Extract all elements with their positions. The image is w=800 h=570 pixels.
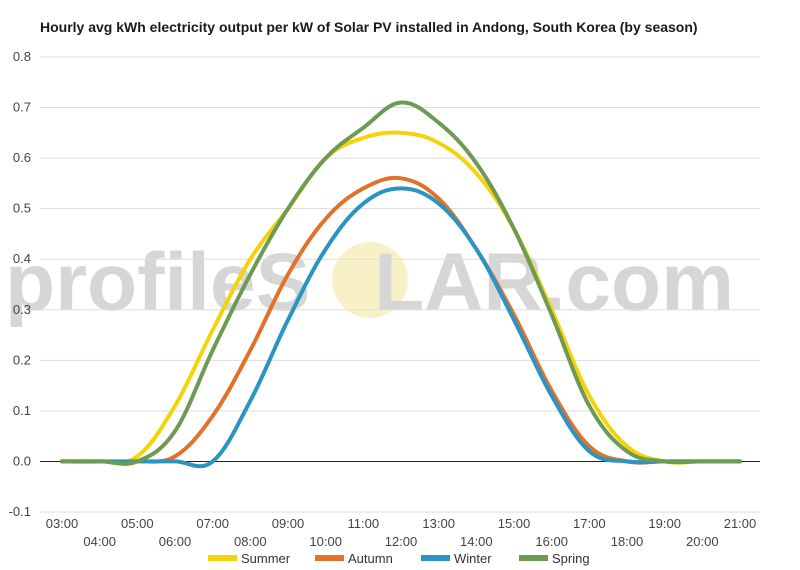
y-tick-label: 0.1: [13, 403, 31, 418]
x-tick-label: 06:00: [159, 534, 192, 549]
series-line-winter: [60, 186, 742, 469]
y-tick-label: 0.4: [13, 251, 31, 266]
y-tick-label: 0.7: [13, 100, 31, 115]
y-tick-labels: -0.1 0.0 0.1 0.2 0.3 0.4 0.5 0.6 0.7 0.8: [9, 49, 31, 519]
watermark: profileSOLAR.com: [5, 237, 734, 328]
y-tick-label: -0.1: [9, 504, 31, 519]
x-tick-labels: 03:00 05:00 07:00 09:00 11:00 13:00 15:00 17:00…: [46, 516, 757, 549]
x-tick-label: 13:00: [422, 516, 455, 531]
legend-swatch-winter: [421, 555, 450, 561]
x-tick-label: 17:00: [573, 516, 606, 531]
x-tick-label: 09:00: [272, 516, 305, 531]
legend-label-winter: Winter: [454, 551, 492, 566]
series-line-spring: [60, 100, 742, 466]
y-tick-label: 0.5: [13, 201, 31, 216]
x-tick-label: 15:00: [498, 516, 531, 531]
legend-swatch-spring: [519, 555, 548, 561]
watermark-text: profileSOLAR.com: [5, 237, 734, 328]
x-tick-label: 21:00: [724, 516, 757, 531]
y-tick-label: 0.0: [13, 453, 31, 468]
x-tick-label: 04:00: [83, 534, 116, 549]
chart-title: Hourly avg kWh electricity output per kW…: [40, 19, 698, 35]
x-tick-label: 08:00: [234, 534, 267, 549]
y-tick-label: 0.6: [13, 150, 31, 165]
x-tick-label: 14:00: [460, 534, 493, 549]
x-tick-label: 18:00: [611, 534, 644, 549]
y-tick-label: 0.2: [13, 352, 31, 367]
legend-swatch-autumn: [315, 555, 344, 561]
legend: Summer Autumn Winter Spring: [208, 551, 590, 566]
legend-label-summer: Summer: [241, 551, 291, 566]
x-tick-label: 10:00: [309, 534, 342, 549]
x-tick-label: 03:00: [46, 516, 79, 531]
x-tick-label: 11:00: [348, 516, 380, 531]
x-tick-label: 19:00: [648, 516, 681, 531]
x-tick-label: 20:00: [686, 534, 719, 549]
series-line-summer: [60, 130, 742, 465]
legend-label-spring: Spring: [552, 551, 590, 566]
legend-label-autumn: Autumn: [348, 551, 393, 566]
watermark-left: profileS: [5, 237, 310, 328]
watermark-mid: O: [310, 237, 374, 328]
x-tick-label: 16:00: [535, 534, 568, 549]
x-tick-label: 07:00: [196, 516, 229, 531]
series-lines: [60, 100, 742, 469]
y-tick-label: 0.8: [13, 49, 31, 64]
x-tick-label: 05:00: [121, 516, 154, 531]
y-tick-label: 0.3: [13, 302, 31, 317]
x-tick-label: 12:00: [385, 534, 418, 549]
watermark-sun: [332, 242, 408, 318]
legend-swatch-summer: [208, 555, 237, 561]
